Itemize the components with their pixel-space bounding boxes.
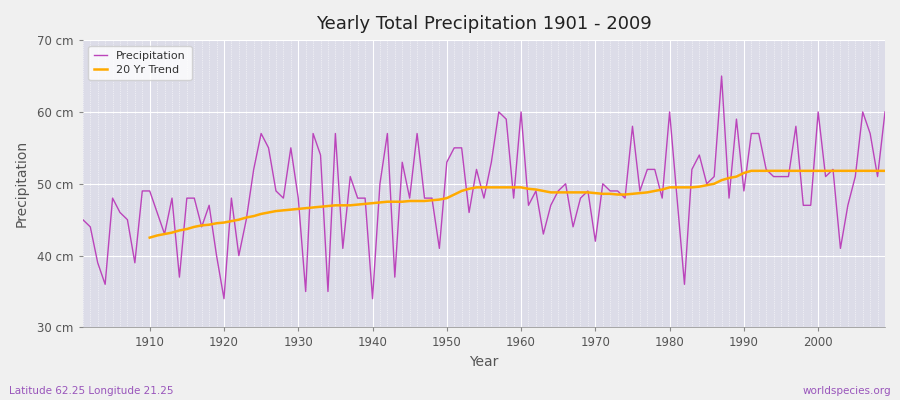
20 Yr Trend	[605, 192, 616, 196]
Line: Precipitation: Precipitation	[83, 76, 885, 299]
20 Yr Trend	[345, 203, 356, 208]
Text: Latitude 62.25 Longitude 21.25: Latitude 62.25 Longitude 21.25	[9, 386, 174, 396]
Precipitation	[523, 203, 534, 208]
Precipitation	[137, 188, 148, 193]
Precipitation	[308, 131, 319, 136]
Precipitation	[352, 196, 363, 200]
Precipitation	[77, 217, 88, 222]
20 Yr Trend	[516, 185, 526, 190]
X-axis label: Year: Year	[469, 355, 499, 369]
20 Yr Trend	[508, 185, 519, 190]
20 Yr Trend	[879, 168, 890, 173]
Precipitation	[219, 296, 230, 301]
Title: Yearly Total Precipitation 1901 - 2009: Yearly Total Precipitation 1901 - 2009	[316, 15, 652, 33]
Precipitation	[716, 74, 727, 78]
Line: 20 Yr Trend: 20 Yr Trend	[149, 171, 885, 238]
Precipitation	[612, 188, 623, 193]
Precipitation	[879, 110, 890, 114]
Legend: Precipitation, 20 Yr Trend: Precipitation, 20 Yr Trend	[88, 46, 192, 80]
20 Yr Trend	[301, 206, 311, 210]
Precipitation	[516, 110, 526, 114]
Text: worldspecies.org: worldspecies.org	[803, 386, 891, 396]
Y-axis label: Precipitation: Precipitation	[15, 140, 29, 227]
